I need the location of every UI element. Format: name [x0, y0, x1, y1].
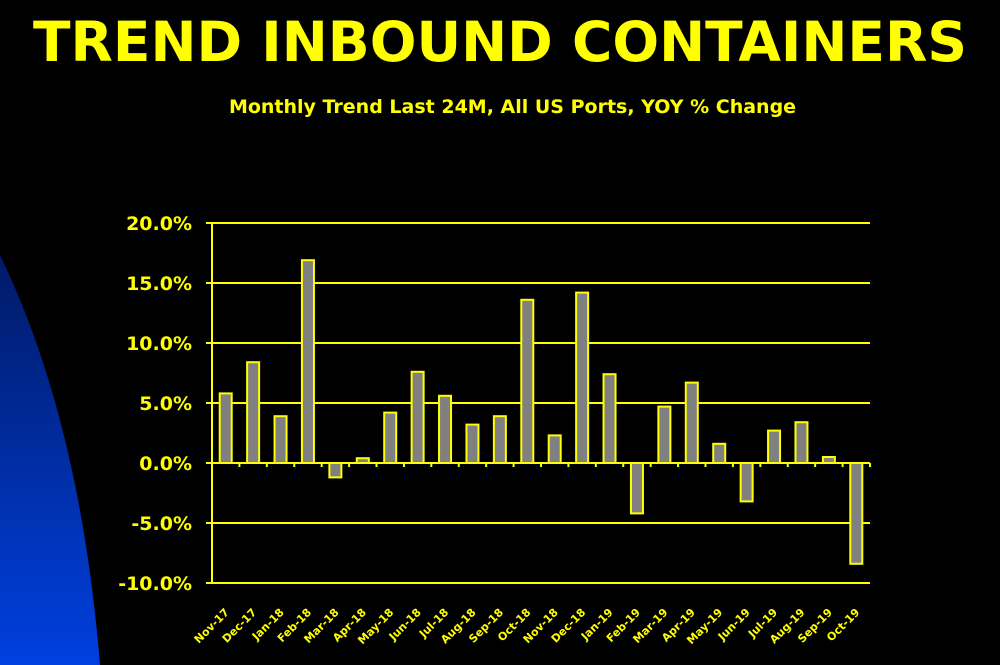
bar — [383, 411, 398, 465]
bar — [218, 392, 233, 464]
bar — [273, 415, 288, 465]
bar — [575, 291, 590, 464]
bar — [520, 298, 535, 464]
bar — [849, 462, 864, 565]
y-tick-label: 20.0% — [126, 213, 192, 235]
bar — [328, 462, 343, 479]
y-tick-label: 5.0% — [139, 393, 192, 415]
bar — [246, 361, 261, 465]
bar — [300, 259, 315, 465]
bar — [547, 434, 562, 464]
bar — [465, 423, 480, 465]
bar — [794, 421, 809, 465]
y-tick-label: 10.0% — [126, 333, 192, 355]
y-tick-label: 0.0% — [139, 453, 192, 475]
bar — [739, 462, 754, 503]
bar — [712, 442, 727, 464]
y-tick-label: -10.0% — [118, 573, 192, 595]
bar — [657, 405, 672, 465]
bar — [629, 462, 644, 515]
y-tick-label: 15.0% — [126, 273, 192, 295]
chart-title: TREND INBOUND CONTAINERS — [33, 10, 967, 74]
bar — [602, 373, 617, 465]
bar — [410, 370, 425, 464]
decorative-blue-arc — [0, 255, 100, 665]
y-tick-label: -5.0% — [131, 513, 192, 535]
bar — [767, 429, 782, 465]
chart-subtitle: Monthly Trend Last 24M, All US Ports, YO… — [228, 96, 797, 118]
bar — [492, 415, 507, 465]
bar — [684, 381, 699, 465]
bar — [438, 394, 453, 464]
